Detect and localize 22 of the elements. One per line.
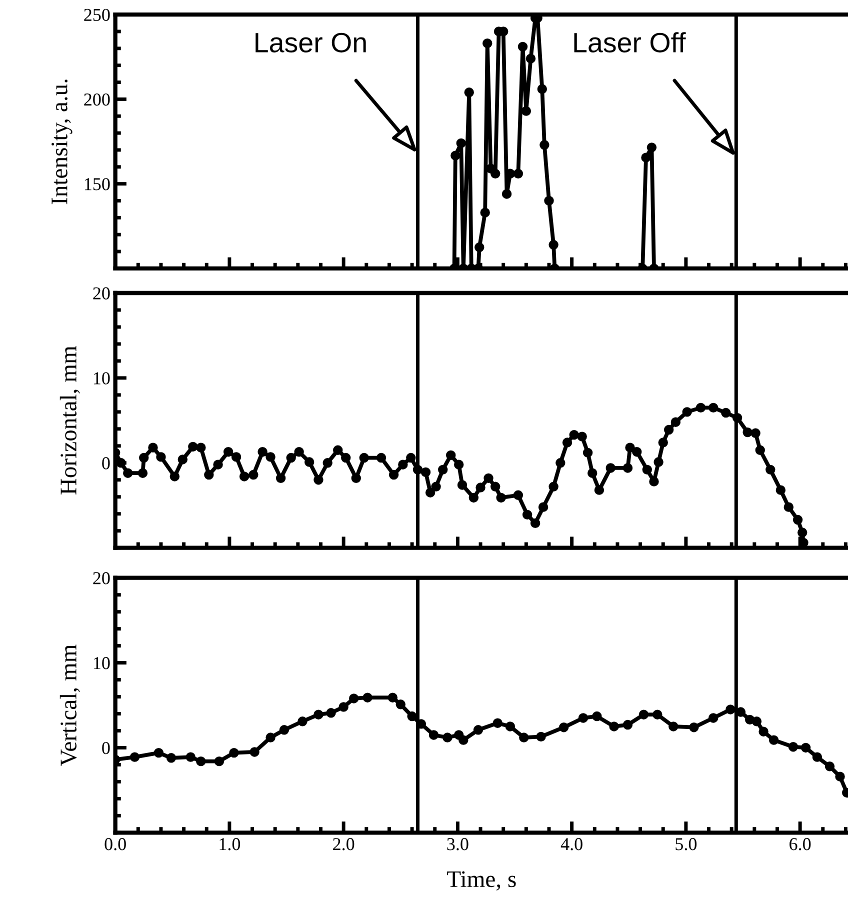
- y-tick-label: 20: [93, 287, 110, 300]
- x-tick-label: 0.0: [104, 838, 126, 850]
- y-axis-title: Intensity, a.u.: [52, 80, 72, 204]
- y-tick-label: 250: [84, 8, 110, 21]
- x-axis-title: Time, s: [447, 871, 516, 891]
- y-axis-title: Vertical, mm: [60, 644, 80, 766]
- y-tick-label: 0: [102, 742, 110, 754]
- x-tick-label: 3.0: [447, 838, 468, 850]
- x-tick-label: 2.0: [333, 838, 354, 850]
- annotation: Laser On: [256, 32, 366, 52]
- x-tick-label: 6.0: [790, 838, 811, 850]
- y-tick-label: 10: [94, 657, 110, 670]
- y-tick-label: 150: [84, 178, 110, 190]
- x-tick-label: 4.0: [560, 838, 582, 850]
- y-tick-label: 0: [102, 457, 110, 470]
- x-tick-label: 5.0: [676, 838, 697, 850]
- y-axis-title: Horizontal, mm: [60, 346, 80, 494]
- annotation: Laser Off: [574, 32, 686, 52]
- y-tick-label: 200: [84, 93, 110, 106]
- y-tick-label: 10: [94, 372, 110, 384]
- y-tick-label: 20: [93, 572, 110, 584]
- x-tick-label: 1.0: [220, 838, 240, 850]
